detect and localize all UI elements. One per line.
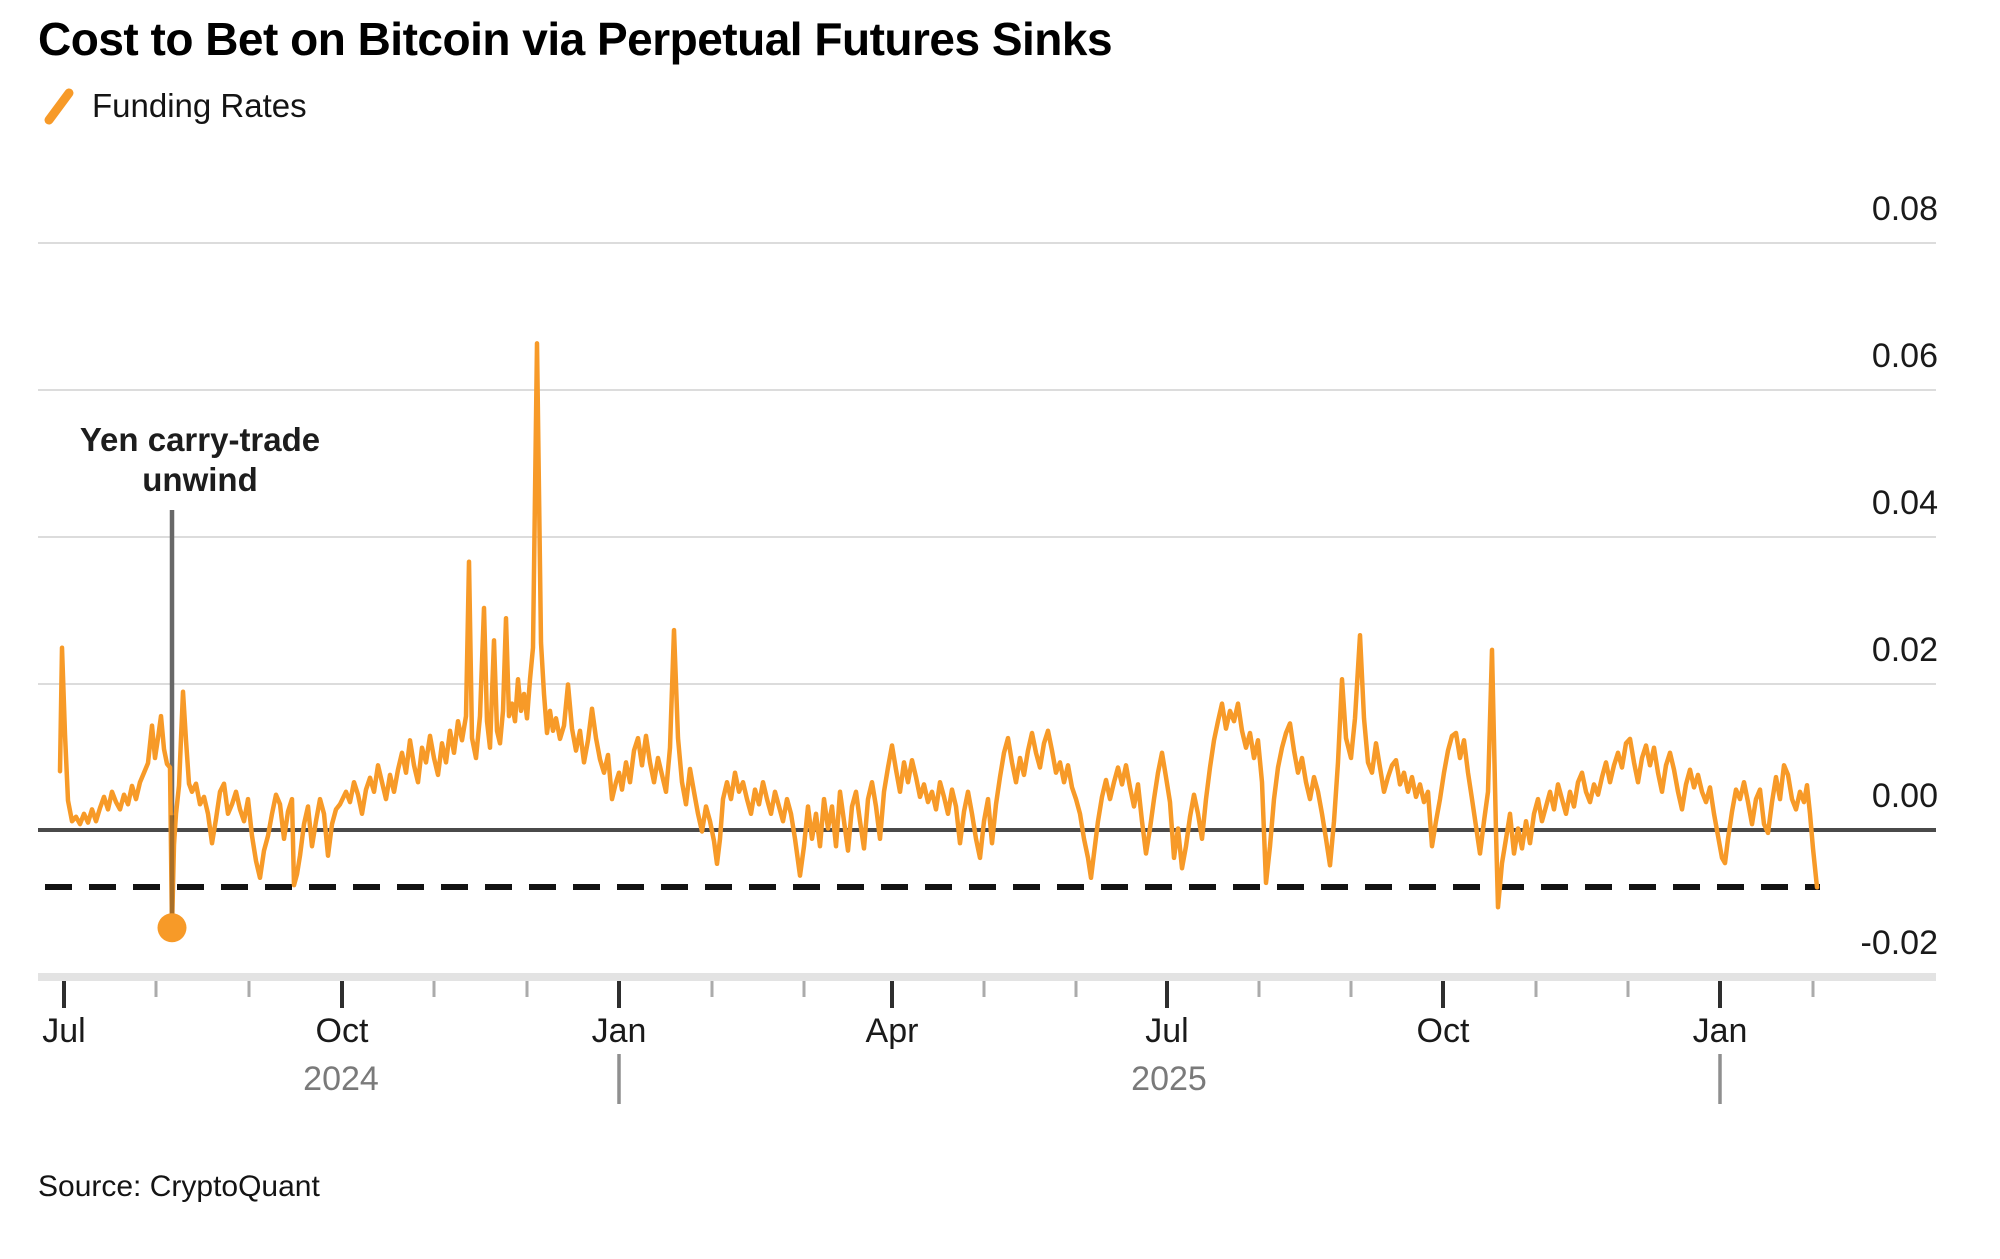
y-axis-label-0.04: 0.04 — [1871, 484, 1938, 522]
annotation-line-1: Yen carry-trade — [79, 421, 321, 458]
x-axis-label-oct: Oct — [1416, 1012, 1470, 1050]
legend: Funding Rates — [42, 84, 307, 128]
year-label-2025: 2025 — [1131, 1060, 1207, 1098]
funding-rates-line-icon — [44, 88, 74, 125]
y-axis-label-0.06: 0.06 — [1871, 337, 1938, 375]
chart-title: Cost to Bet on Bitcoin via Perpetual Fut… — [38, 13, 1113, 65]
source-credit: Source: CryptoQuant — [38, 1170, 320, 1203]
y-axis-label-0.00: 0.00 — [1871, 777, 1938, 815]
x-axis-label-jan: Jan — [591, 1012, 647, 1050]
crash-marker-dot — [157, 913, 187, 943]
y-axis-label--0.02: -0.02 — [1860, 924, 1939, 962]
year-label-2024: 2024 — [303, 1060, 379, 1098]
x-axis-label-jul: Jul — [42, 1012, 86, 1050]
annotation-yen-carry-trade: Yen carry-trade unwind — [80, 420, 320, 500]
y-axis-label-0.02: 0.02 — [1871, 631, 1938, 669]
legend-label: Funding Rates — [92, 87, 307, 124]
y-axis-label-0.08: 0.08 — [1871, 190, 1938, 228]
funding-rates-line — [57, 341, 1820, 931]
x-axis-label-jul: Jul — [1145, 1012, 1189, 1050]
x-axis-label-jan: Jan — [1692, 1012, 1748, 1050]
annotation-line-2: unwind — [142, 461, 258, 498]
x-axis-label-oct: Oct — [315, 1012, 369, 1050]
x-axis-label-apr: Apr — [865, 1012, 919, 1050]
